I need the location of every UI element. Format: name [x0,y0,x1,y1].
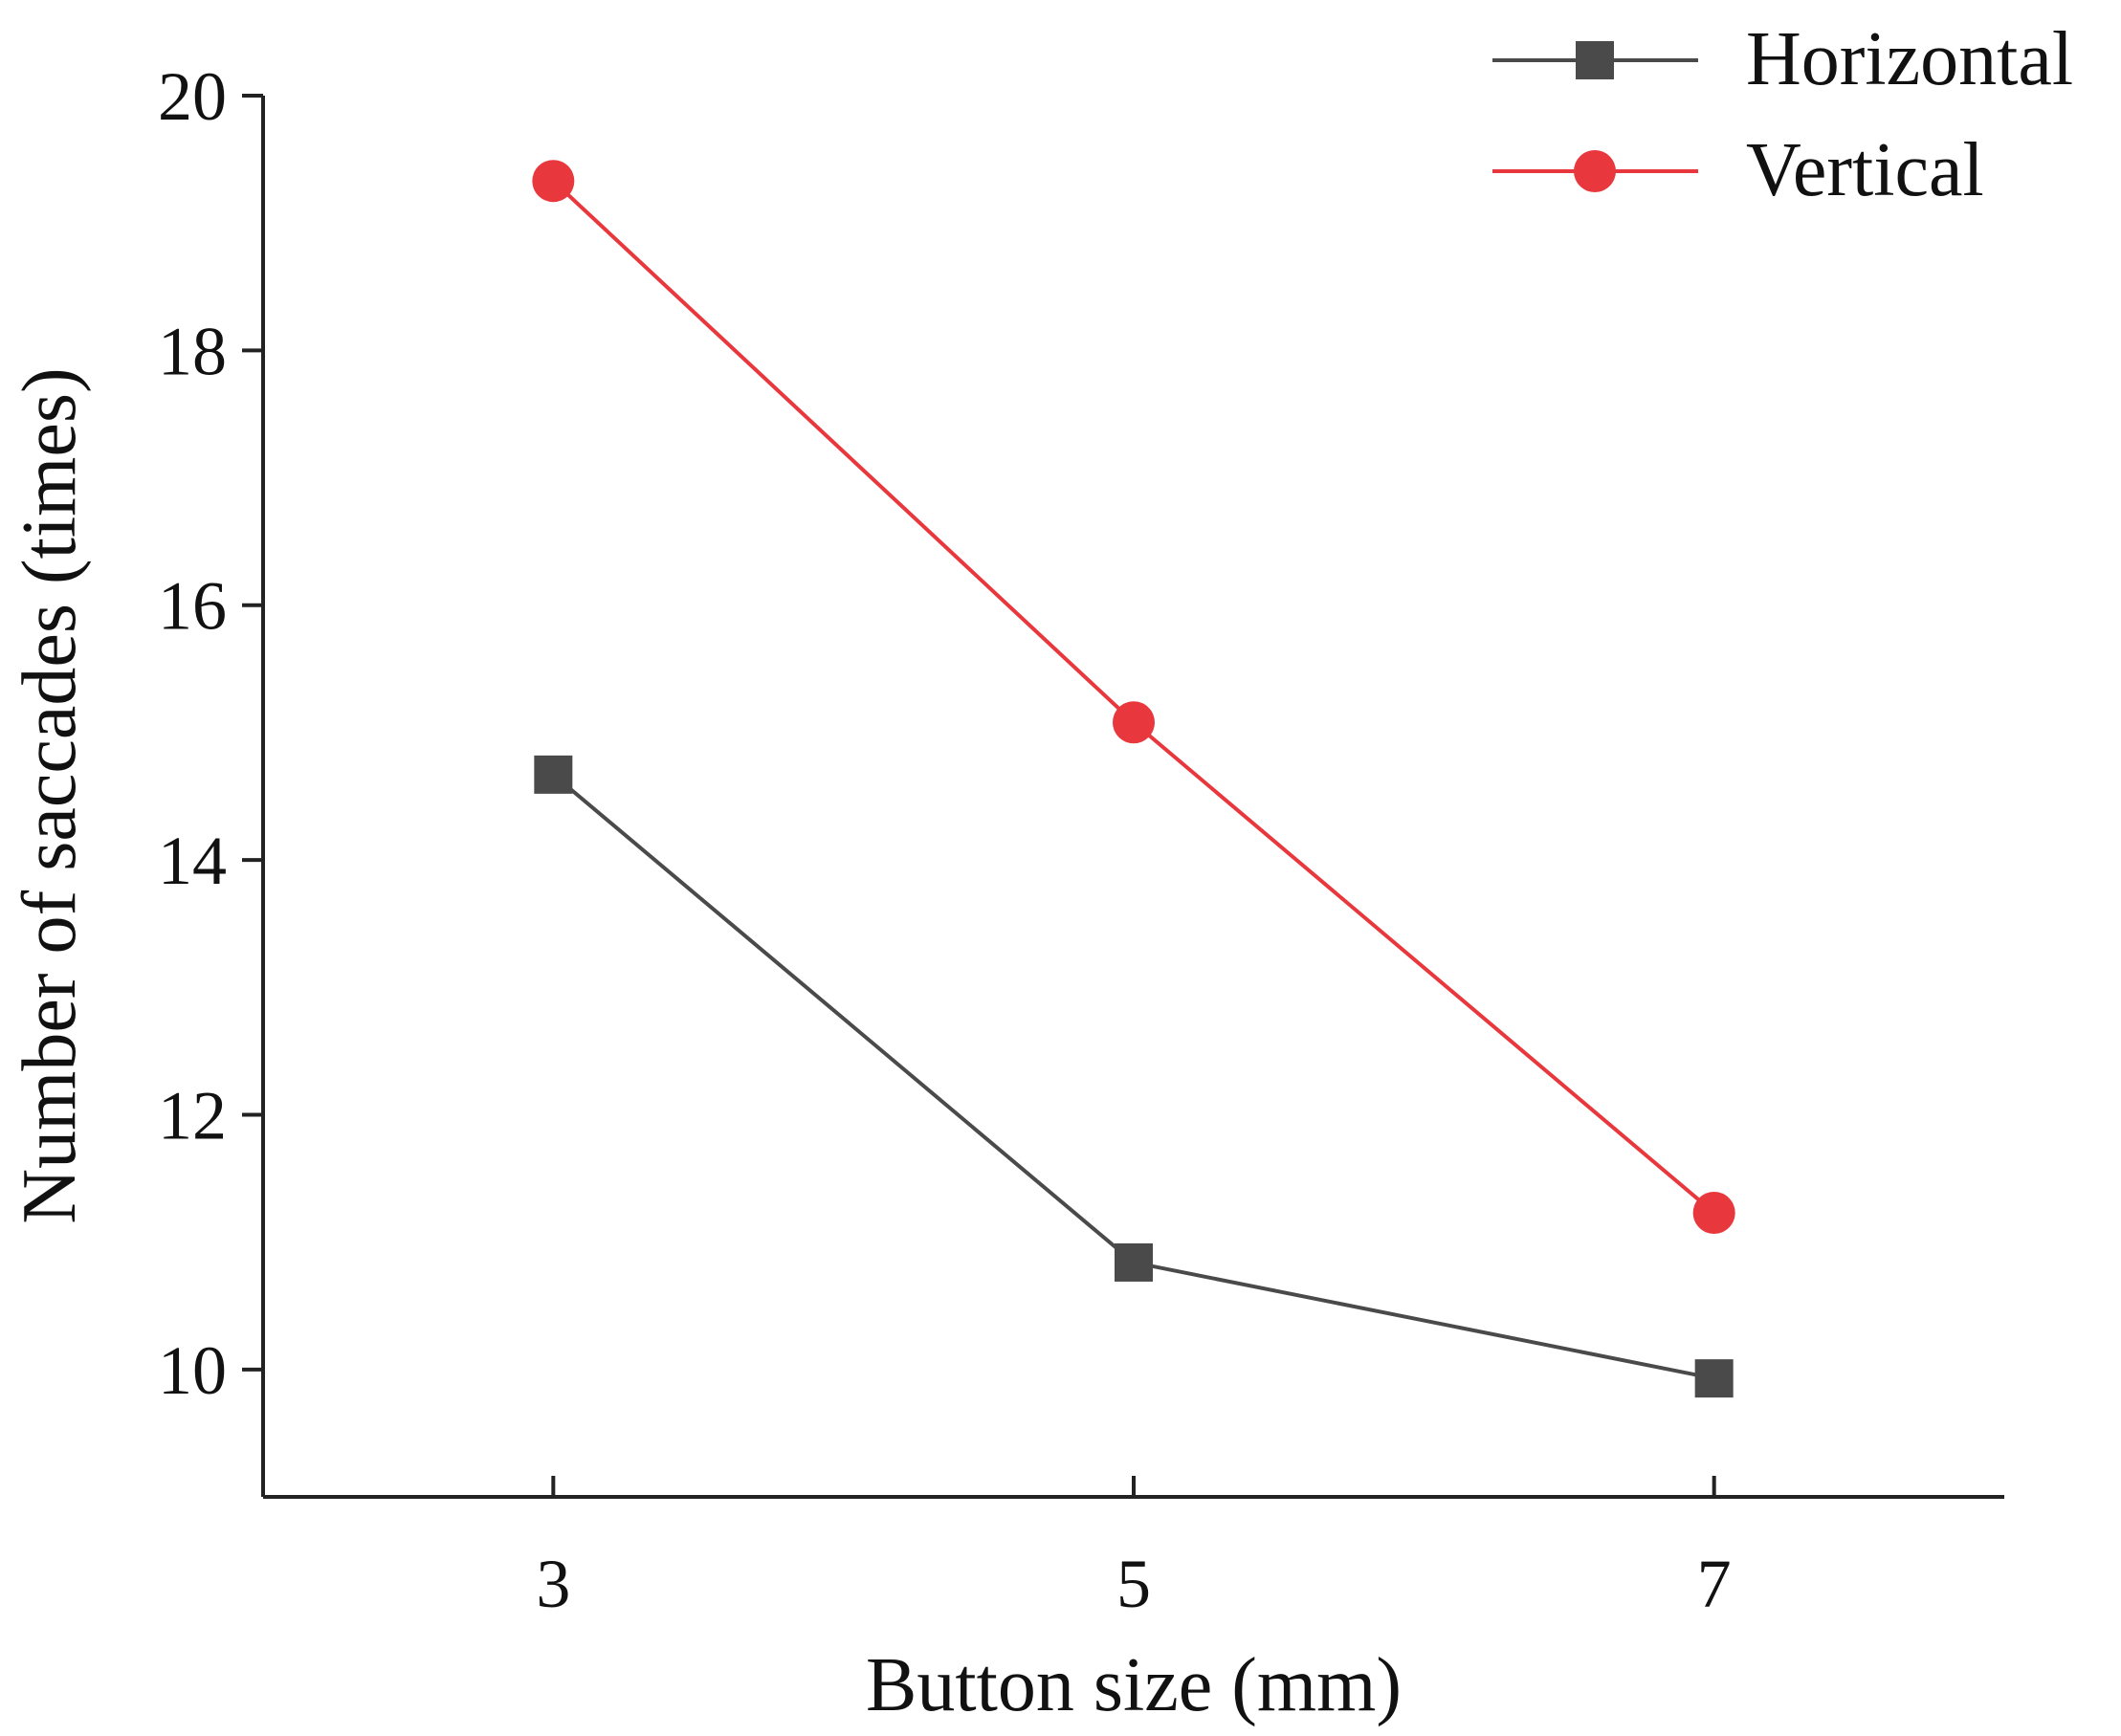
y-tick-label: 10 [158,1332,227,1409]
legend-label-vertical: Vertical [1746,128,1984,212]
y-tick-label: 20 [158,58,227,135]
legend: Horizontal Vertical [1492,17,2073,212]
series [532,160,1735,1398]
data-point-horizontal [1115,1242,1153,1282]
x-tick-label: 7 [1697,1546,1732,1622]
x-tick-label: 3 [536,1546,570,1622]
data-point-horizontal [534,755,573,794]
y-tick-label: 14 [158,823,227,899]
data-point-horizontal [1694,1359,1734,1398]
x-tick-label: 5 [1116,1546,1151,1622]
legend-item-horizontal: Horizontal [1492,17,2073,101]
data-point-vertical [1692,1192,1735,1235]
series-line-vertical [551,179,1715,1215]
data-point-vertical [1113,701,1155,744]
x-axis-title: Button size (mm) [866,1643,1402,1727]
data-point-vertical [532,160,575,203]
y-tick-label: 16 [158,568,227,645]
y-tick-label: 12 [158,1077,227,1154]
y-ticks: 10 12 14 16 18 20 [158,58,263,1409]
legend-label-horizontal: Horizontal [1746,17,2073,101]
y-tick-label: 18 [158,313,227,389]
axes [261,96,2004,1499]
legend-item-vertical: Vertical [1492,128,1984,212]
x-ticks: 3 5 7 [536,1476,1732,1622]
y-axis-title: Number of saccades (times) [8,367,92,1223]
legend-square-marker [1576,41,1614,79]
legend-circle-marker [1574,150,1616,192]
series-line-horizontal [552,773,1715,1381]
